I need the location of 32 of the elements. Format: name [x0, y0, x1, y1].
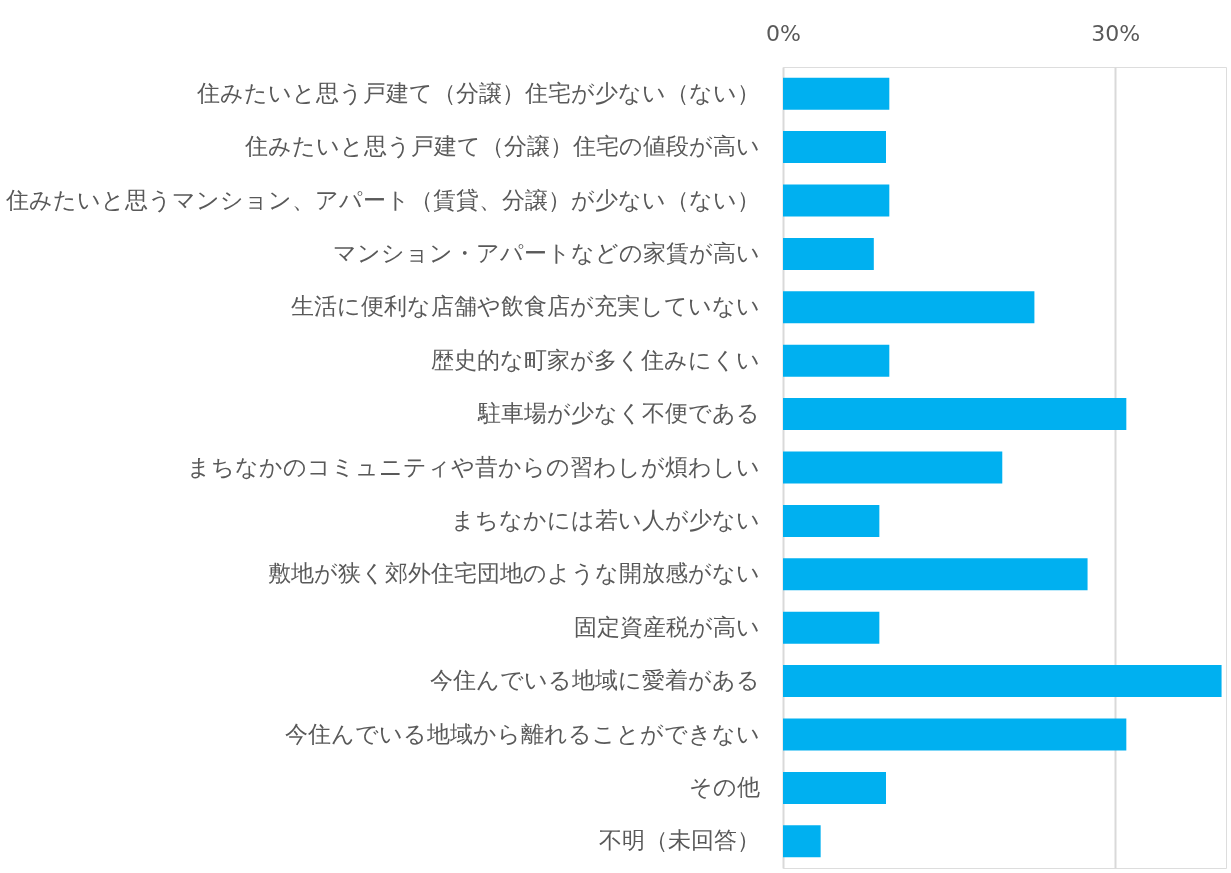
y-tick-label: マンション・アパートなどの家賃が高い: [332, 239, 760, 266]
y-tick-label: 敷地が狭く郊外住宅団地のような開放感がない: [267, 560, 760, 587]
bar: [783, 344, 890, 377]
y-tick-label: 住みたいと思う戸建て（分譲）住宅が少ない（ない）: [195, 79, 760, 106]
bar: [783, 291, 1035, 324]
bar: [783, 665, 1222, 698]
y-tick-label: 歴史的な町家が多く住みにくい: [430, 346, 760, 373]
y-tick-label: 生活に便利な店舗や飲食店が充実していない: [290, 293, 760, 320]
bar: [783, 771, 886, 804]
bar: [783, 504, 880, 537]
y-tick-label: まちなかのコミュニティや昔からの習わしが煩わしい: [186, 453, 760, 480]
bar: [783, 131, 886, 164]
y-tick-label: 固定資産税が高い: [573, 613, 760, 640]
bar: [783, 718, 1127, 751]
y-tick-label: 駐車場が少なく不便である: [476, 400, 760, 427]
bar: [783, 611, 880, 644]
bar: [783, 398, 1127, 431]
bar: [783, 237, 874, 270]
bar: [783, 77, 890, 110]
y-tick-label: 不明（未回答）: [598, 827, 760, 854]
y-tick-label: その他: [688, 773, 760, 800]
bar: [783, 451, 1003, 484]
bar: [783, 558, 1088, 591]
y-tick-label: 住みたいと思う戸建て（分譲）住宅の値段が高い: [243, 133, 760, 160]
y-tick-label: 今住んでいる地域に愛着がある: [429, 667, 760, 694]
y-tick-label: 今住んでいる地域から離れることができない: [284, 720, 760, 747]
bar: [783, 825, 821, 858]
bar: [783, 184, 890, 217]
y-tick-label: まちなかには若い人が少ない: [450, 506, 760, 533]
y-tick-label: 住みたいと思うマンション、アパート（賃貸、分譲）が少ない（ない）: [4, 186, 760, 213]
x-tick-label: 30%: [1091, 20, 1141, 46]
x-tick-label: 0%: [766, 20, 801, 46]
